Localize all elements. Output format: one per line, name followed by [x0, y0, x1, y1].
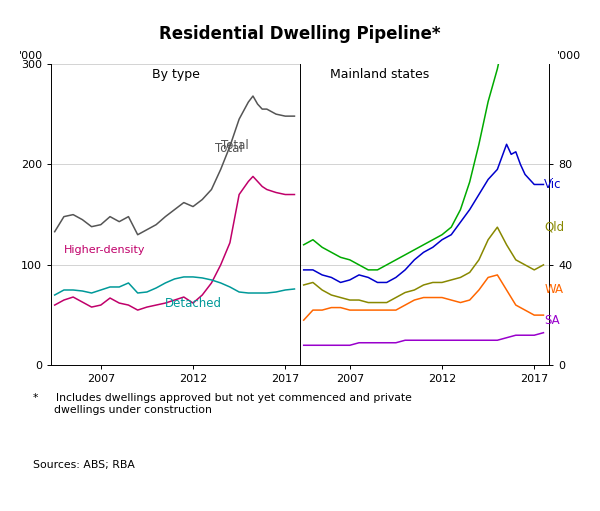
Text: Total: Total: [215, 142, 243, 155]
Text: Residential Dwelling Pipeline*: Residential Dwelling Pipeline*: [159, 26, 441, 43]
Text: Detached: Detached: [166, 297, 223, 310]
Text: *     Includes dwellings approved but not yet commenced and private
      dwelli: * Includes dwellings approved but not ye…: [33, 393, 412, 415]
Text: Mainland states: Mainland states: [330, 68, 430, 81]
Text: '000: '000: [19, 51, 43, 61]
Text: SA: SA: [544, 314, 560, 327]
Text: Sources: ABS; RBA: Sources: ABS; RBA: [33, 460, 135, 470]
Text: Qld: Qld: [544, 221, 565, 234]
Text: Vic: Vic: [544, 178, 562, 191]
Text: Higher-density: Higher-density: [64, 245, 145, 255]
Text: '000: '000: [557, 51, 581, 61]
Text: Total: Total: [221, 140, 248, 152]
Text: By type: By type: [152, 68, 199, 81]
Text: WA: WA: [544, 284, 563, 296]
